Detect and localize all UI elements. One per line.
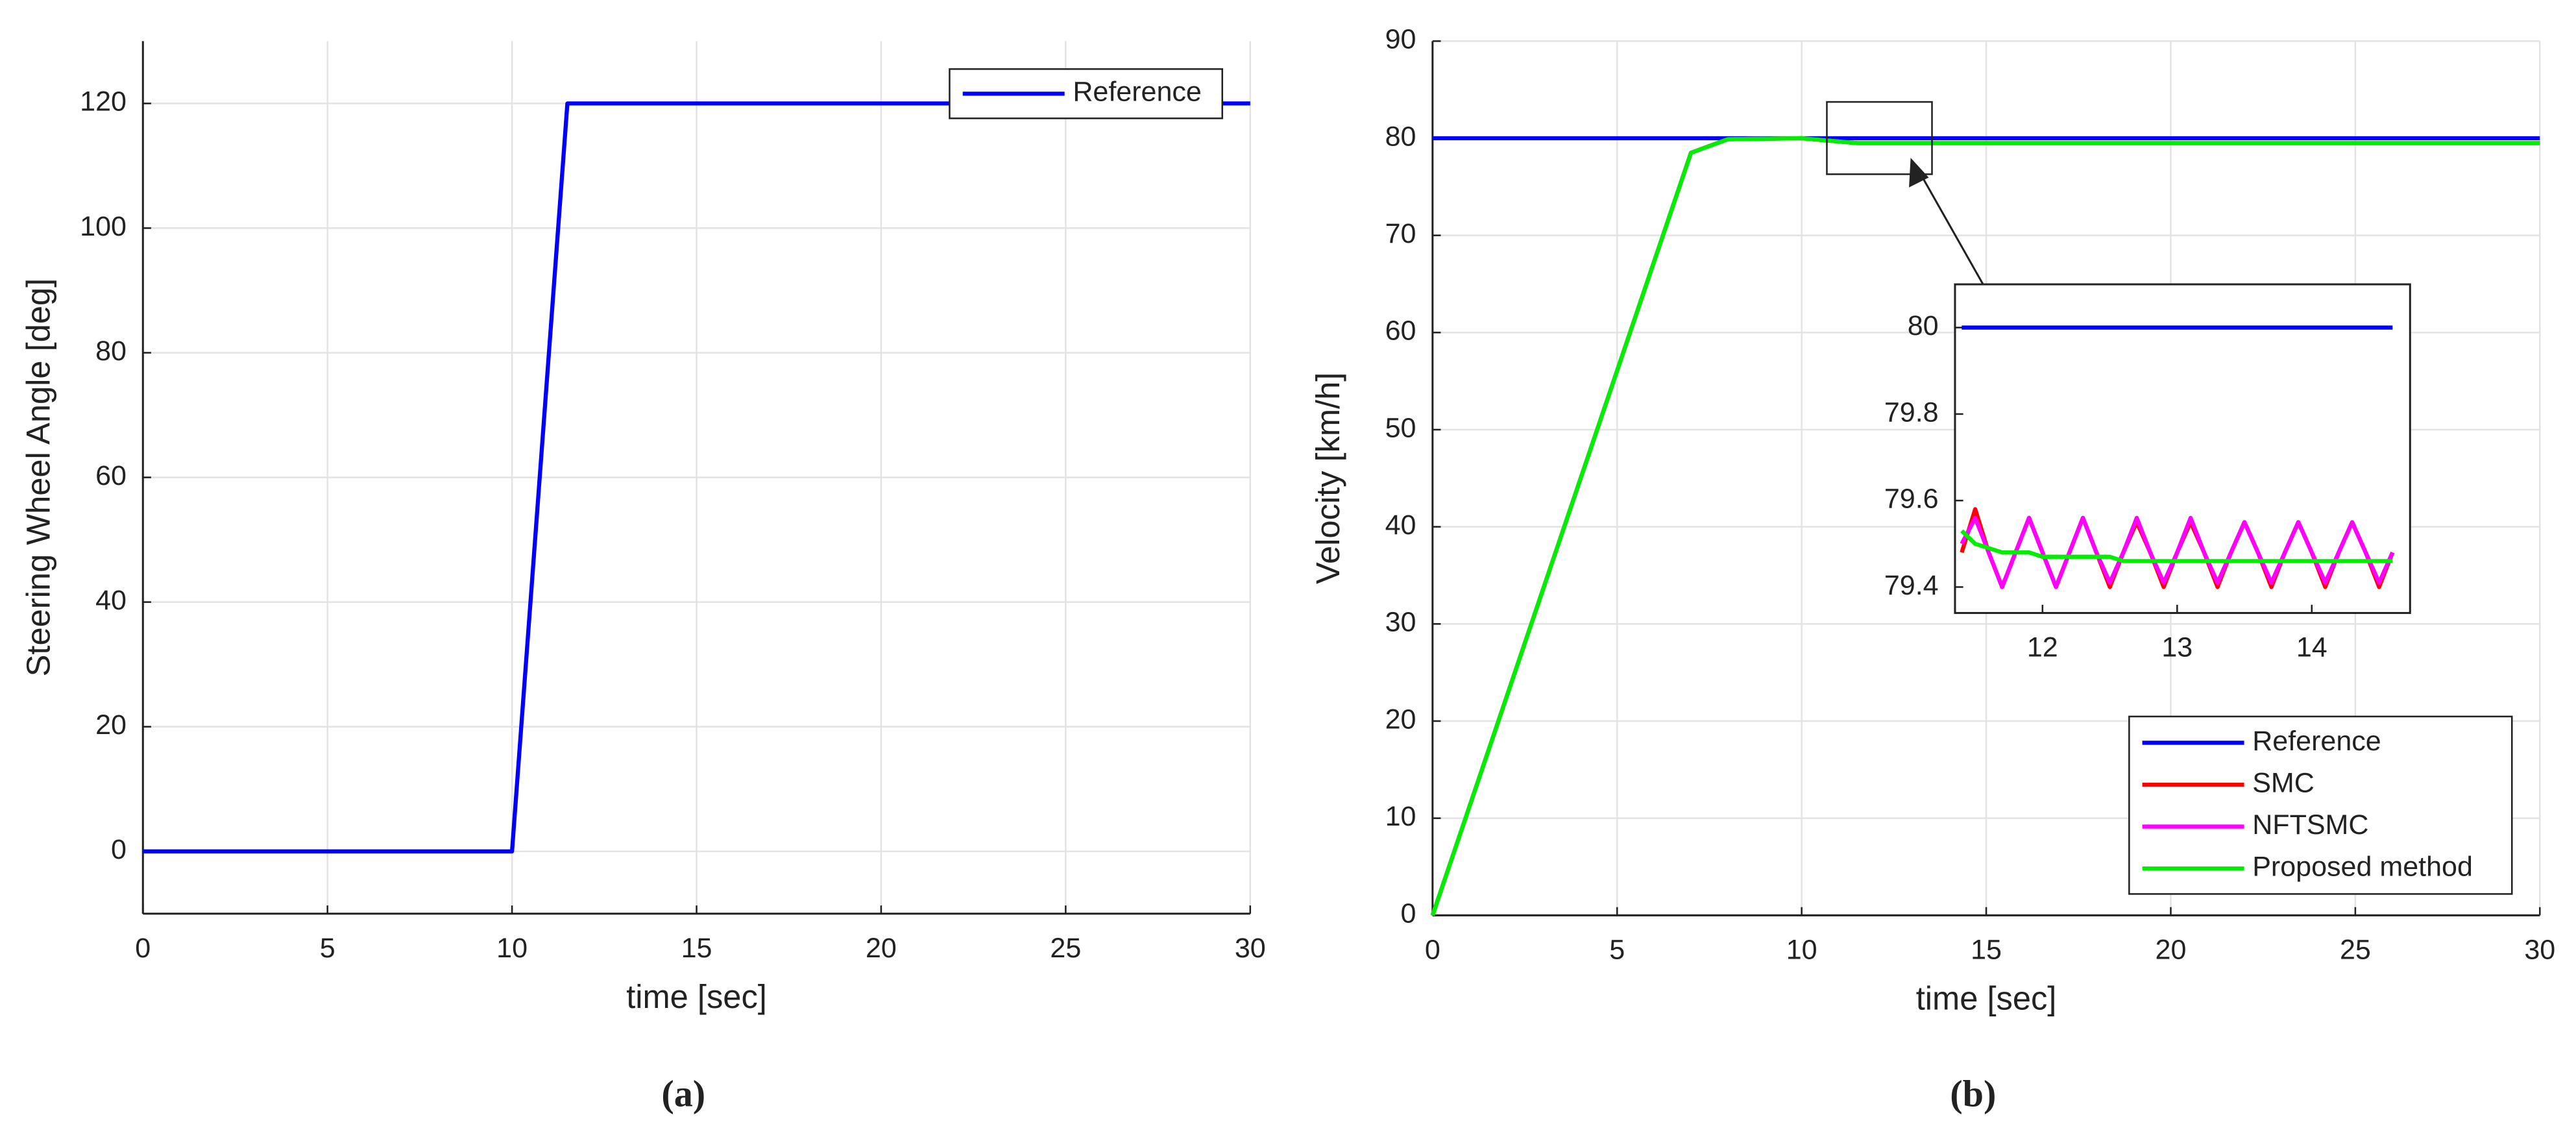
- x-tick-label: 5: [1609, 934, 1625, 965]
- y-tick-label: 40: [1385, 509, 1416, 541]
- legend-label: SMC: [2252, 767, 2315, 798]
- inset-background: [1954, 284, 2411, 613]
- x-tick-label: 5: [320, 933, 335, 964]
- legend-label: NFTSMC: [2252, 809, 2368, 840]
- x-tick-label: 15: [1971, 934, 2002, 965]
- x-tick-label: 15: [681, 933, 712, 964]
- y-tick-label: 50: [1385, 412, 1416, 443]
- x-tick-label: 12: [2027, 632, 2058, 663]
- y-tick-label: 79.8: [1884, 397, 1939, 428]
- legend-label: Reference: [2252, 726, 2381, 757]
- y-tick-label: 80: [1385, 121, 1416, 152]
- y-tick-label: 30: [1385, 607, 1416, 638]
- y-axis-label: Steering Wheel Angle [deg]: [20, 278, 57, 677]
- x-axis-label: time [sec]: [1916, 979, 2057, 1016]
- x-tick-label: 14: [2296, 632, 2327, 663]
- caption: (a): [661, 1073, 705, 1115]
- data-line: [1430, 136, 2540, 916]
- y-tick-label: 60: [1385, 315, 1416, 347]
- y-tick-label: 40: [95, 585, 127, 616]
- zoom-box: [1826, 101, 1933, 175]
- inset-frame: [1954, 283, 2411, 614]
- x-tick-label: 20: [2156, 934, 2187, 965]
- y-tick-label: 80: [95, 336, 127, 367]
- y-tick-label: 10: [1385, 801, 1416, 832]
- x-tick-label: 30: [1235, 933, 1266, 964]
- y-tick-label: 90: [1385, 24, 1416, 55]
- x-tick-label: 25: [1050, 933, 1081, 964]
- y-tick-label: 120: [80, 86, 127, 117]
- x-axis-label: time [sec]: [626, 978, 767, 1015]
- caption: (b): [1950, 1073, 1996, 1115]
- x-tick-label: 25: [2340, 934, 2371, 965]
- y-tick-label: 0: [1401, 898, 1416, 929]
- y-tick-label: 20: [1385, 704, 1416, 735]
- x-tick-label: 30: [2524, 934, 2555, 965]
- x-tick-label: 10: [496, 933, 528, 964]
- data-line: [143, 101, 1250, 853]
- x-tick-label: 10: [1786, 934, 1817, 965]
- arrow-head: [1909, 158, 1929, 188]
- data-line: [1960, 515, 2395, 589]
- y-tick-label: 70: [1385, 218, 1416, 249]
- y-axis-label: Velocity [km/h]: [1309, 373, 1346, 584]
- y-tick-label: 20: [95, 709, 127, 741]
- y-tick-label: 79.6: [1884, 484, 1939, 515]
- x-tick-label: 0: [135, 933, 151, 964]
- legend-box: [2128, 715, 2513, 895]
- x-tick-label: 0: [1425, 934, 1440, 965]
- y-tick-label: 60: [95, 460, 127, 491]
- data-line: [1960, 529, 2393, 563]
- legend-label: Proposed method: [2252, 852, 2473, 883]
- legend-label: Reference: [1073, 77, 1202, 108]
- y-tick-label: 79.4: [1884, 570, 1939, 601]
- y-tick-label: 80: [1908, 310, 1939, 341]
- x-tick-label: 20: [866, 933, 897, 964]
- y-tick-label: 0: [111, 834, 127, 865]
- y-tick-label: 100: [80, 211, 127, 242]
- x-tick-label: 13: [2161, 632, 2193, 663]
